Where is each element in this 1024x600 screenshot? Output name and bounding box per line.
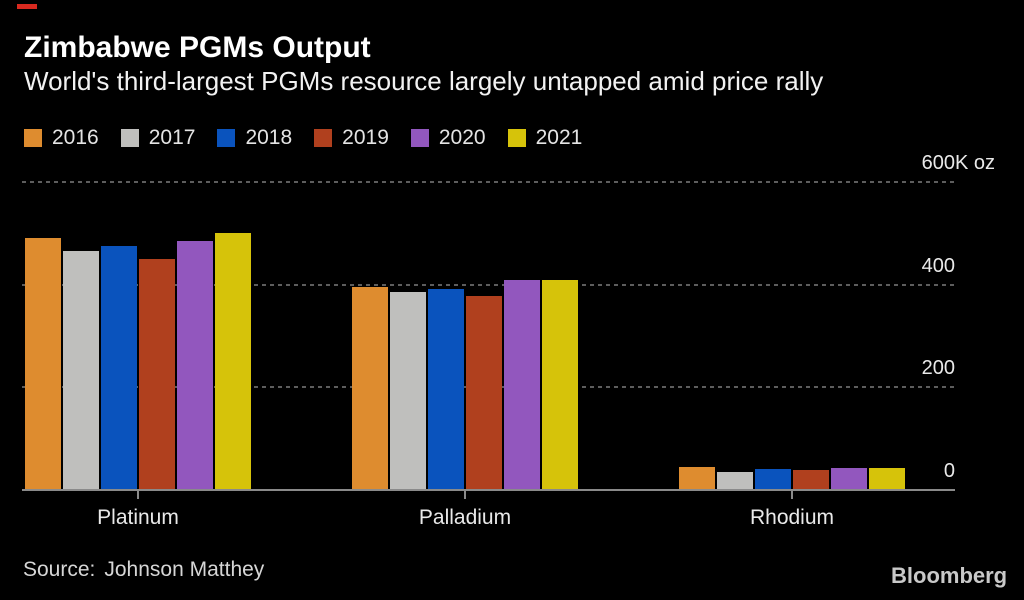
bar-platinum-2019 <box>139 259 175 490</box>
x-tick-platinum <box>137 490 139 499</box>
bar-rhodium-2017 <box>717 471 753 490</box>
bar-palladium-2017 <box>390 291 426 490</box>
bar-rhodium-2016 <box>679 466 715 490</box>
legend-item-2017: 2017 <box>120 126 196 150</box>
red-accent-dash <box>17 4 37 9</box>
bar-platinum-2018 <box>101 246 137 490</box>
bar-platinum-2016 <box>25 238 61 490</box>
bar-platinum-2017 <box>63 251 99 490</box>
y-axis-label-400: 400 <box>921 254 955 277</box>
legend-item-2016: 2016 <box>24 126 99 150</box>
y-axis-label-200: 200 <box>921 357 955 380</box>
legend-swatch-icon <box>507 129 526 147</box>
x-tick-palladium <box>464 490 466 499</box>
legend: 2016 2017 2018 2019 2020 2021 <box>24 126 582 150</box>
legend-item-2020: 2020 <box>410 126 486 150</box>
legend-item-2021: 2021 <box>507 126 583 150</box>
legend-item-2018: 2018 <box>217 126 292 150</box>
bar-rhodium-2018 <box>755 469 791 490</box>
bar-palladium-2020 <box>504 279 540 490</box>
y-axis-label-0: 0 <box>943 460 955 482</box>
bar-palladium-2021 <box>542 280 578 490</box>
legend-label: 2017 <box>148 126 196 149</box>
source-label: Source: <box>23 558 96 581</box>
chart-title: Zimbabwe PGMs Output <box>24 31 371 64</box>
legend-label: 2021 <box>535 126 583 149</box>
y-axis-unit: K oz <box>955 152 996 174</box>
legend-swatch-icon <box>410 129 429 147</box>
category-label-palladium: Palladium <box>418 506 512 529</box>
bar-rhodium-2020 <box>831 468 867 490</box>
category-label-rhodium: Rhodium <box>749 506 835 529</box>
source-line: Source: Johnson Matthey <box>23 558 264 582</box>
category-label-platinum: Platinum <box>97 506 179 529</box>
chart-subtitle: World's third-largest PGMs resource larg… <box>24 66 824 96</box>
bar-platinum-2020 <box>177 241 213 490</box>
y-axis-label-600: 600 K oz <box>921 152 996 174</box>
gridline-600 <box>22 181 955 183</box>
legend-label: 2020 <box>438 126 486 149</box>
x-axis-line <box>22 489 955 491</box>
bar-palladium-2016 <box>352 287 388 490</box>
x-tick-rhodium <box>791 490 793 499</box>
legend-item-2019: 2019 <box>314 126 389 150</box>
bar-palladium-2019 <box>466 295 502 490</box>
legend-swatch-icon <box>24 129 42 147</box>
bar-rhodium-2021 <box>869 468 905 490</box>
bar-rhodium-2019 <box>793 470 829 490</box>
bloomberg-logo: Bloomberg <box>891 563 1008 588</box>
legend-swatch-icon <box>120 129 139 147</box>
bar-platinum-2021 <box>215 233 251 490</box>
legend-label: 2019 <box>342 126 389 149</box>
legend-label: 2016 <box>52 126 99 149</box>
source-value: Johnson Matthey <box>104 558 265 581</box>
legend-label: 2018 <box>245 126 293 149</box>
legend-swatch-icon <box>314 129 333 147</box>
gridline-400 <box>22 283 955 286</box>
legend-swatch-icon <box>217 129 236 147</box>
bar-palladium-2018 <box>428 289 464 490</box>
